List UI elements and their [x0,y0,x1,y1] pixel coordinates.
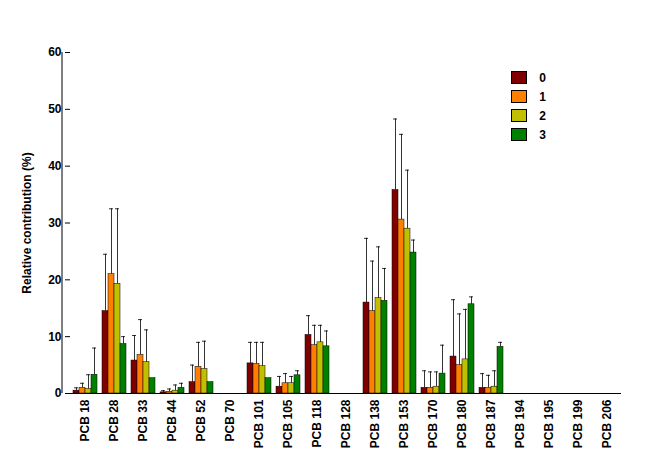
svg-text:PCB 195: PCB 195 [542,399,556,448]
svg-text:PCB 206: PCB 206 [600,399,614,448]
svg-text:PCB 52: PCB 52 [194,399,208,441]
svg-text:50: 50 [48,102,62,116]
svg-text:PCB 101: PCB 101 [252,399,266,448]
svg-text:PCB 118: PCB 118 [310,399,324,447]
svg-text:PCB 128: PCB 128 [339,399,353,448]
svg-text:60: 60 [48,45,62,59]
svg-text:PCB 28: PCB 28 [107,399,121,441]
html-text:3: 3 [539,127,546,142]
svg-text:40: 40 [48,159,62,173]
svg-text:Relative contribution (%): Relative contribution (%) [20,152,34,293]
svg-text:PCB 33: PCB 33 [136,399,150,441]
html-text:2: 2 [539,108,546,123]
svg-text:0: 0 [55,386,62,400]
svg-text:PCB 170: PCB 170 [426,399,440,448]
svg-text:20: 20 [48,273,62,287]
html-text:1: 1 [539,89,546,104]
svg-text:PCB 194: PCB 194 [513,399,527,448]
svg-text:10: 10 [48,330,62,344]
svg-text:PCB 180: PCB 180 [455,399,469,448]
svg-text:PCB 18: PCB 18 [78,399,92,441]
svg-text:PCB 44: PCB 44 [165,399,179,441]
svg-text:PCB 187: PCB 187 [484,399,498,448]
svg-text:PCB 153: PCB 153 [397,399,411,448]
svg-text:30: 30 [48,216,62,230]
svg-text:PCB 70: PCB 70 [223,399,237,441]
html-text:0: 0 [539,70,546,85]
svg-text:PCB 199: PCB 199 [571,399,585,448]
svg-text:PCB 138: PCB 138 [368,399,382,448]
svg-text:PCB 105: PCB 105 [281,399,295,448]
